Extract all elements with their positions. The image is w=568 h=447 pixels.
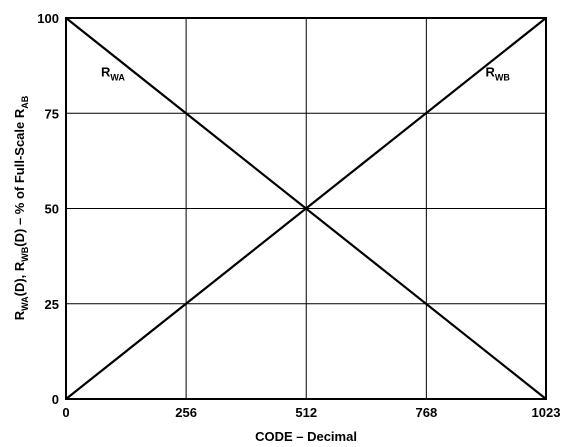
y-axis-label: RWA(D), RWB(D) – % of Full-Scale RAB [12,95,30,320]
x-axis-label: CODE – Decimal [255,429,357,444]
x-tick-label: 768 [416,405,438,420]
x-tick-label: 0 [62,405,69,420]
series-annotations: RWA RWB [101,64,510,82]
y-tick-label: 25 [45,297,59,312]
y-tick-label: 75 [45,106,59,121]
y-tick-label: 100 [37,11,59,26]
x-tick-label: 256 [175,405,197,420]
series-label-rwb: RWB [485,64,510,82]
x-tick-label: 512 [295,405,317,420]
series-label-rwa: RWA [101,64,125,82]
y-tick-label: 0 [52,392,59,407]
x-tick-label: 1023 [532,405,561,420]
x-tick-labels: 0 256 512 768 1023 [62,405,560,420]
y-tick-label: 50 [45,202,59,217]
series-group [65,17,547,400]
grid [66,18,546,399]
y-tick-labels: 0 25 50 75 100 [37,11,59,407]
series-line-rwb [65,17,547,400]
